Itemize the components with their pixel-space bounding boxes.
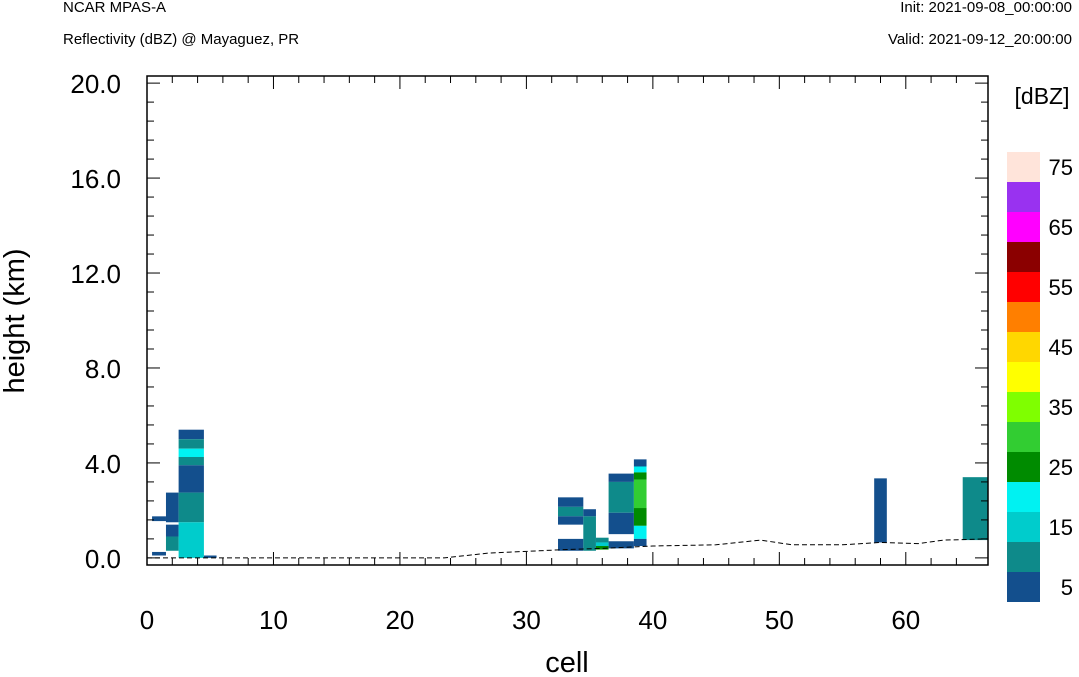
reflectivity-cells — [152, 429, 988, 558]
colorbar-label: 25 — [1049, 455, 1073, 480]
model-title: NCAR MPAS-A — [63, 0, 167, 16]
colorbar-swatch — [1007, 302, 1040, 332]
x-tick-label: 50 — [765, 605, 794, 635]
reflectivity-cell — [165, 492, 179, 523]
reflectivity-cell — [165, 536, 179, 551]
init-time: Init: 2021-09-08_00:00:00 — [900, 0, 1072, 16]
reflectivity-cell — [558, 516, 584, 525]
reflectivity-cell — [178, 522, 204, 558]
reflectivity-cell — [633, 479, 647, 509]
y-axis-label: height (km) — [0, 248, 31, 393]
y-tick-label: 12.0 — [70, 259, 121, 289]
reflectivity-cell — [178, 448, 204, 457]
reflectivity-cell — [203, 555, 217, 558]
x-tick-label: 0 — [140, 605, 154, 635]
colorbar-swatch — [1007, 362, 1040, 392]
reflectivity-cell — [152, 516, 166, 522]
reflectivity-cell — [874, 478, 887, 543]
colorbar-swatch — [1007, 242, 1040, 272]
colorbar-unit: [dBZ] — [1015, 83, 1070, 109]
y-tick-label: 16.0 — [70, 164, 121, 194]
y-tick-label: 0.0 — [85, 544, 121, 574]
plot-frame — [146, 75, 989, 566]
colorbar-swatch — [1007, 182, 1040, 212]
reflectivity-cell — [633, 466, 647, 473]
colorbar-label: 75 — [1049, 155, 1073, 180]
reflectivity-cell — [608, 541, 634, 549]
reflectivity-cell — [583, 509, 596, 517]
x-axis-label: cell — [545, 647, 589, 677]
colorbar-label: 5 — [1061, 575, 1073, 600]
x-tick-label: 30 — [512, 605, 541, 635]
colorbar-label: 55 — [1049, 275, 1073, 300]
reflectivity-cell — [178, 465, 204, 493]
colorbar-swatch — [1007, 212, 1040, 242]
colorbar-label: 65 — [1049, 215, 1073, 240]
reflectivity-cell — [558, 497, 584, 507]
y-axis: 0.0 4.0 8.0 12.0 16.0 20.0 — [70, 69, 988, 574]
colorbar-label: 45 — [1049, 335, 1073, 360]
reflectivity-cell — [558, 506, 584, 517]
colorbar-label: 35 — [1049, 395, 1073, 420]
reflectivity-cell — [558, 538, 584, 551]
x-tick-label: 20 — [385, 605, 414, 635]
reflectivity-cell — [583, 516, 596, 551]
reflectivity-cell — [165, 524, 179, 537]
colorbar-swatch — [1007, 422, 1040, 452]
reflectivity-cell — [595, 537, 609, 543]
reflectivity-cell — [595, 542, 609, 547]
reflectivity-cell — [608, 512, 634, 535]
colorbar-swatch — [1007, 512, 1040, 542]
reflectivity-cell — [633, 508, 647, 526]
reflectivity-cell — [178, 456, 204, 466]
x-tick-label: 60 — [891, 605, 920, 635]
reflectivity-cell — [178, 492, 204, 523]
reflectivity-cell — [633, 538, 647, 547]
reflectivity-cell — [152, 551, 166, 556]
colorbar-swatch — [1007, 272, 1040, 302]
colorbar-swatch — [1007, 392, 1040, 422]
terrain-line — [147, 538, 989, 559]
x-tick-label: 40 — [638, 605, 667, 635]
reflectivity-cell — [962, 477, 988, 541]
x-axis: 0 10 20 30 40 50 60 — [140, 76, 957, 635]
reflectivity-cell — [633, 525, 647, 539]
reflectivity-cell — [633, 472, 647, 480]
reflectivity-cell — [178, 429, 204, 440]
y-tick-label: 20.0 — [70, 69, 121, 99]
reflectivity-cell — [633, 459, 647, 467]
y-tick-label: 4.0 — [85, 449, 121, 479]
plot-subtitle: Reflectivity (dBZ) @ Mayaguez, PR — [63, 31, 300, 48]
colorbar-swatch — [1007, 452, 1040, 482]
x-tick-label: 10 — [259, 605, 288, 635]
valid-time: Valid: 2021-09-12_20:00:00 — [887, 31, 1072, 48]
colorbar-swatch — [1007, 572, 1040, 602]
reflectivity-cell — [595, 546, 609, 550]
colorbar-swatch — [1007, 152, 1040, 182]
y-tick-label: 8.0 — [85, 354, 121, 384]
colorbar-swatch — [1007, 542, 1040, 572]
colorbar: 5 15 25 35 45 55 65 75 — [1007, 152, 1073, 602]
reflectivity-cell — [178, 439, 204, 449]
reflectivity-cell — [608, 481, 634, 513]
reflectivity-cell — [608, 473, 634, 482]
colorbar-swatch — [1007, 482, 1040, 512]
colorbar-swatch — [1007, 332, 1040, 362]
colorbar-label: 15 — [1049, 515, 1073, 540]
